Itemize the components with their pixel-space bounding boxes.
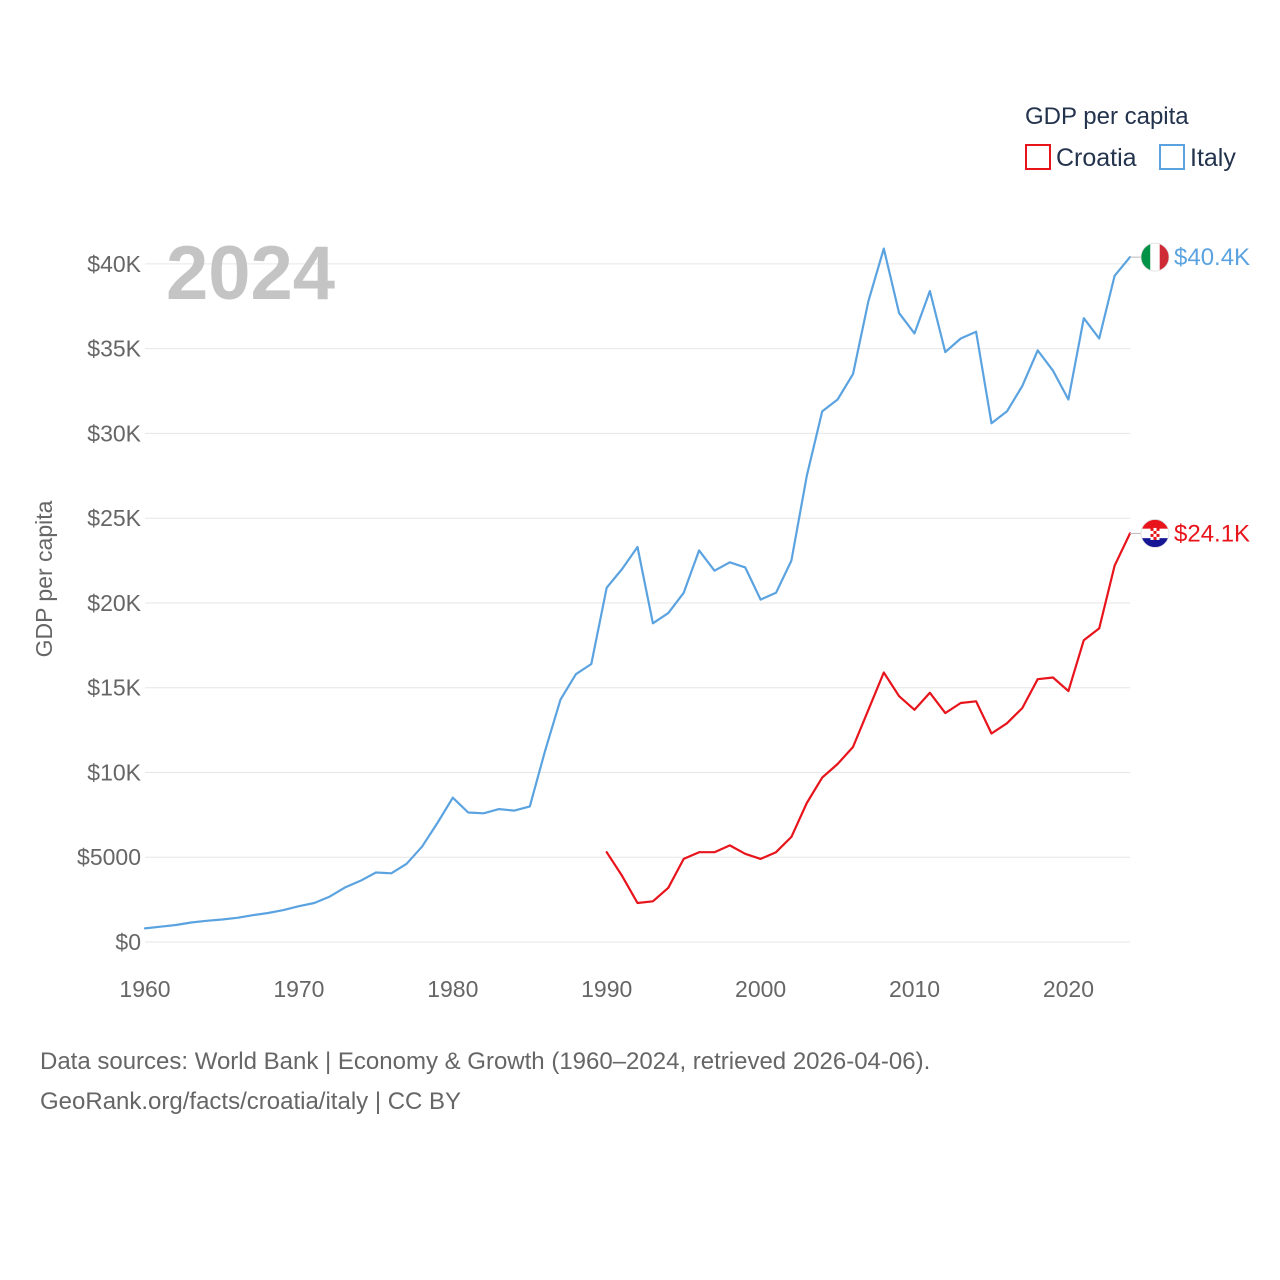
series-lines [143,247,1132,930]
legend-swatch-italy[interactable] [1159,144,1185,170]
y-tick-label-15000: $15K [87,675,141,701]
y-axis-title: GDP per capita [31,500,57,657]
year-label: 2024 [166,231,335,316]
y-axis-ticks: $0 $5000 $10K $15K $20K $25K $30K $35K $40K [77,251,142,955]
footer-sources: Data sources: World Bank | Economy & Gro… [40,1048,931,1075]
legend-label-italy[interactable]: Italy [1190,144,1236,172]
end-value-label-croatia: $24.1K [1174,520,1250,547]
legend-swatch-croatia[interactable] [1025,144,1051,170]
x-tick-label-1980: 1980 [427,976,478,1002]
x-tick-label-2010: 2010 [889,976,940,1002]
end-value-label-italy: $40.4K [1174,244,1250,271]
y-tick-label-10000: $10K [87,759,141,785]
series-line-croatia[interactable] [605,532,1132,905]
x-tick-label-1970: 1970 [273,976,324,1002]
series-end-markers: $24.1K $40.4K [1130,242,1250,548]
y-tick-label-40000: $40K [87,251,141,277]
x-tick-label-2000: 2000 [735,976,786,1002]
y-tick-label-0: $0 [115,929,141,955]
legend: GDP per capita Croatia Italy [1025,103,1236,172]
x-tick-label-1990: 1990 [581,976,632,1002]
y-tick-label-20000: $20K [87,590,141,616]
y-tick-label-30000: $30K [87,420,141,446]
gridlines [145,263,1130,943]
y-tick-label-25000: $25K [87,505,141,531]
x-tick-label-1960: 1960 [119,976,170,1002]
y-tick-label-5000: $5000 [77,844,141,870]
legend-title: GDP per capita [1025,103,1189,130]
footer: Data sources: World Bank | Economy & Gro… [40,1042,1240,1122]
croatia-flag-icon [1140,519,1170,548]
x-tick-label-2020: 2020 [1043,976,1094,1002]
legend-label-croatia[interactable]: Croatia [1056,144,1137,172]
x-axis-ticks: 1960 1970 1980 1990 2000 2010 2020 [119,976,1094,1002]
series-line-italy[interactable] [143,247,1132,930]
italy-flag-icon [1140,242,1170,272]
y-tick-label-35000: $35K [87,336,141,362]
footer-attribution: GeoRank.org/facts/croatia/italy | CC BY [40,1088,462,1115]
